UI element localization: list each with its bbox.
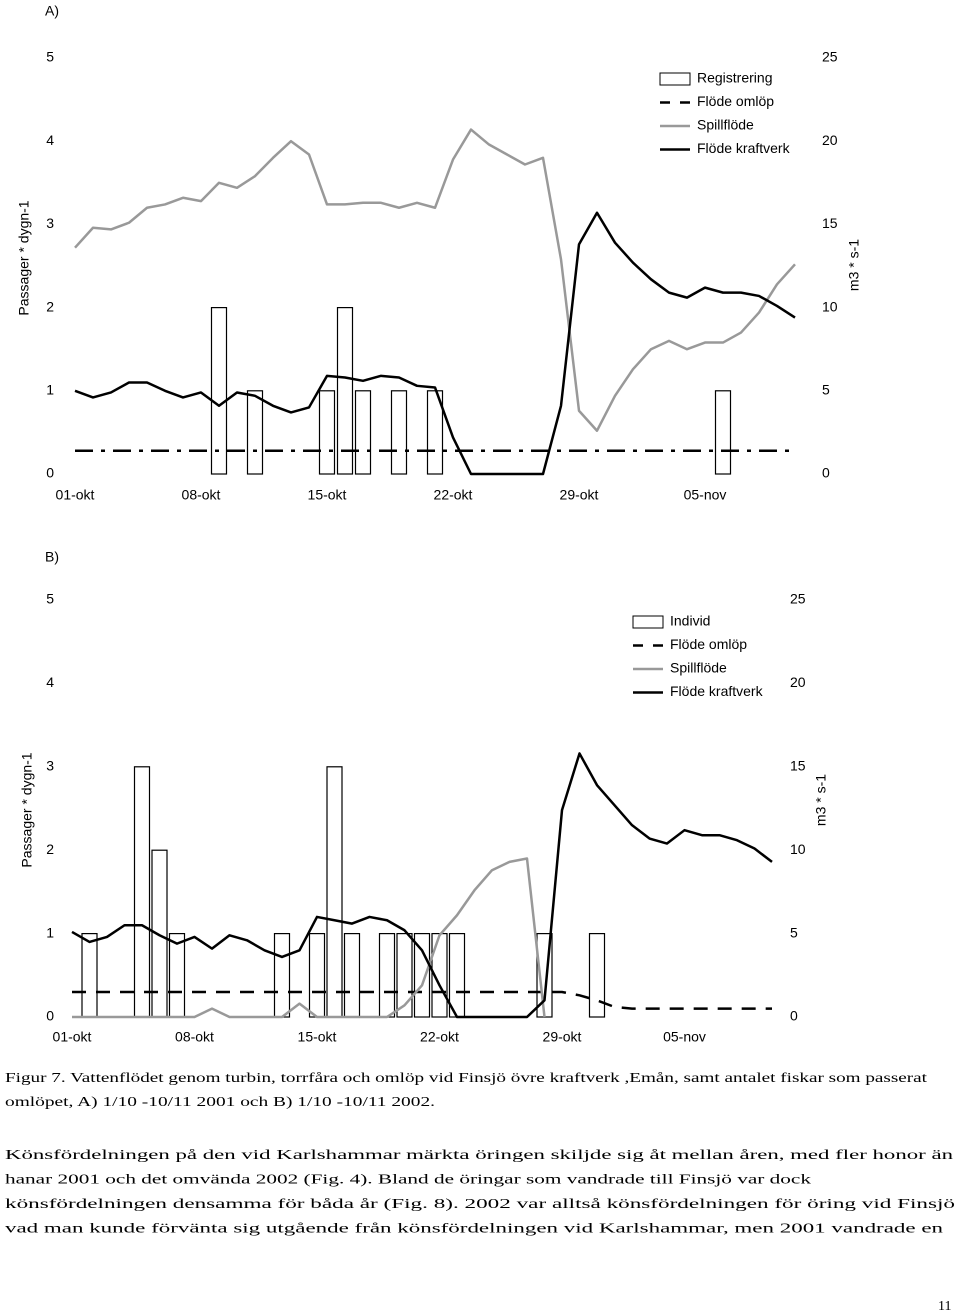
legend-label: Flöde kraftverk	[697, 140, 791, 156]
y2-axis-label: m3 * s-1	[813, 774, 829, 826]
x-tick-label: 15-okt	[308, 487, 347, 503]
y2-tick-label: 5	[822, 382, 830, 398]
x-tick-label: 08-okt	[175, 1029, 214, 1045]
bar	[81, 932, 98, 1018]
x-tick-label: 01-okt	[53, 1029, 92, 1045]
x-tick-label: 29-okt	[543, 1029, 582, 1045]
bar	[336, 307, 354, 475]
y2-tick-label: 10	[822, 298, 838, 314]
x-tick-label: 05-nov	[663, 1029, 706, 1045]
y2-tick-label: 15	[822, 215, 838, 231]
bar	[448, 932, 466, 1018]
x-tick-label: 08-okt	[182, 487, 221, 503]
bar	[378, 932, 396, 1018]
y-tick-label: 2	[46, 298, 54, 314]
legend-swatch	[632, 615, 664, 629]
line	[72, 857, 546, 1019]
y-tick-label: 3	[46, 758, 54, 774]
y-axis-label: Passager * dygn-1	[16, 200, 32, 315]
bar	[168, 932, 186, 1018]
y-tick-label: 4	[46, 674, 54, 690]
legend-label: Flöde omlöp	[697, 93, 774, 109]
body-line: vad man kunde förvänta sig utgående från…	[5, 1222, 943, 1237]
y-tick-label: 0	[46, 1008, 54, 1024]
bar	[318, 390, 336, 475]
x-tick-label: 15-okt	[298, 1029, 337, 1045]
x-tick-label: 22-okt	[434, 487, 473, 503]
line	[71, 752, 773, 1019]
y-tick-label: 0	[46, 465, 54, 481]
y2-tick-label: 0	[790, 1008, 798, 1024]
bar	[326, 766, 343, 1018]
legend-label: Spillflöde	[697, 117, 754, 133]
y-tick-label: 5	[46, 49, 54, 65]
bar	[714, 390, 732, 475]
bar	[308, 932, 326, 1018]
y2-tick-label: 25	[822, 49, 838, 65]
bar	[210, 307, 228, 475]
body-line: Könsfördelningen på den vid Karlshammar …	[5, 1148, 953, 1163]
legend-swatch	[659, 72, 691, 86]
line	[74, 211, 796, 476]
y2-axis-label: m3 * s-1	[846, 239, 862, 291]
y-tick-label: 2	[46, 841, 54, 857]
bar	[354, 390, 372, 475]
body-line: könsfördelningen densamma för båda år (F…	[5, 1197, 955, 1212]
y-tick-label: 4	[46, 132, 54, 148]
y-axis-label: Passager * dygn-1	[19, 752, 35, 867]
bar	[343, 932, 361, 1018]
bar	[588, 932, 606, 1018]
y2-tick-label: 5	[790, 924, 798, 940]
line	[72, 990, 772, 1010]
line	[74, 128, 796, 432]
x-tick-label: 05-nov	[684, 487, 727, 503]
bar	[390, 390, 408, 475]
legend-label: Registrering	[697, 70, 772, 86]
y2-tick-label: 20	[790, 674, 806, 690]
x-tick-label: 29-okt	[560, 487, 599, 503]
x-tick-label: 22-okt	[420, 1029, 459, 1045]
bar	[396, 932, 413, 1018]
chart-title: A)	[45, 3, 59, 19]
legend-label: Individ	[670, 613, 710, 629]
y2-tick-label: 15	[790, 758, 806, 774]
bar	[273, 932, 291, 1018]
caption-line: omlöpet, A) 1/10 -10/11 2001 och B) 1/10…	[5, 1095, 435, 1110]
bar	[246, 390, 264, 475]
page-number: 11	[938, 1299, 951, 1314]
y2-tick-label: 20	[822, 132, 838, 148]
legend-label: Spillflöde	[670, 660, 727, 676]
y-tick-label: 1	[46, 382, 54, 398]
y-tick-label: 1	[46, 924, 54, 940]
legend-label: Flöde kraftverk	[670, 683, 764, 699]
y2-tick-label: 0	[822, 465, 830, 481]
y2-tick-label: 25	[790, 591, 806, 607]
y2-tick-label: 10	[790, 841, 806, 857]
chart-title: B)	[45, 549, 59, 565]
legend-label: Flöde omlöp	[670, 636, 747, 652]
caption-line: Figur 7. Vattenflödet genom turbin, torr…	[5, 1071, 927, 1086]
y-tick-label: 3	[46, 215, 54, 231]
bar	[133, 766, 151, 1018]
body-line: hanar 2001 och det omvända 2002 (Fig. 4)…	[5, 1173, 811, 1188]
y-tick-label: 5	[46, 591, 54, 607]
bar	[413, 932, 431, 1018]
x-tick-label: 01-okt	[56, 487, 95, 503]
